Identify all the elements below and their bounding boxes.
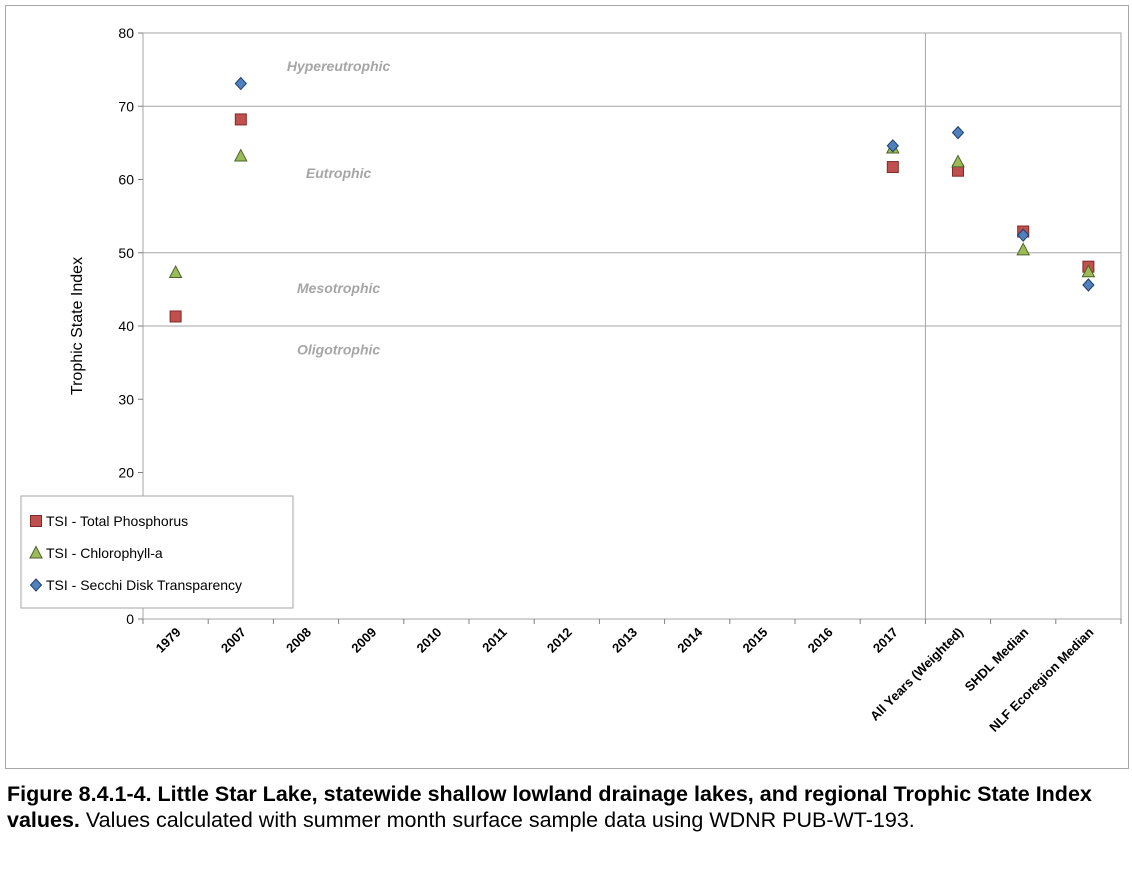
legend-marker-triangle [29, 545, 43, 559]
point-square [169, 310, 182, 323]
point-triangle [233, 148, 248, 162]
y-tick-label: 0 [126, 611, 134, 627]
legend-label: TSI - Chlorophyll-a [46, 545, 163, 561]
caption-text: Values calculated with summer month surf… [79, 808, 915, 832]
legend-label: TSI - Secchi Disk Transparency [46, 577, 242, 593]
x-tick-label: 2007 [218, 625, 249, 656]
zone-label-oligotrophic: Oligotrophic [297, 341, 380, 357]
x-tick-label: 2009 [348, 625, 379, 656]
zone-label-eutrophic: Eutrophic [306, 165, 372, 181]
y-tick-label: 60 [118, 172, 134, 188]
point-diamond [951, 125, 965, 140]
y-tick-label: 40 [118, 318, 134, 334]
x-tick-label: 2016 [805, 625, 836, 656]
legend-marker-diamond [29, 578, 43, 592]
x-tick-label: 1979 [153, 625, 184, 656]
zone-label-hypereutrophic: Hypereutrophic [287, 58, 391, 74]
caption-title: Figure 8.4.1-4. Little Star Lake, statew… [7, 782, 1092, 832]
chart-frame: Hypereutrophic Eutrophic Mesotrophic Oligot… [5, 5, 1129, 769]
point-diamond [1082, 278, 1095, 292]
y-axis-title: Trophic State Index [69, 257, 86, 395]
y-tick-label: 80 [118, 25, 134, 41]
point-square [886, 161, 899, 174]
tsi-chart: Hypereutrophic Eutrophic Mesotrophic Oligot… [20, 25, 1122, 735]
point-diamond [886, 139, 899, 153]
x-tick-label: 2013 [609, 625, 640, 656]
legend-marker-square [30, 515, 42, 527]
y-tick-label: 50 [118, 245, 134, 261]
point-triangle [951, 154, 965, 168]
zone-label-mesotrophic: Mesotrophic [297, 280, 380, 296]
x-tick-label: 2017 [870, 625, 901, 656]
x-tick-label: 2014 [674, 624, 706, 656]
point-triangle [1081, 264, 1096, 278]
legend-box [20, 495, 294, 609]
point-triangle [1016, 242, 1031, 256]
legend-label: TSI - Total Phosphorus [46, 513, 188, 529]
x-tick-label: 2011 [479, 625, 510, 656]
x-tick-label: 2008 [283, 625, 314, 656]
figure-caption: Figure 8.4.1-4. Little Star Lake, statew… [7, 781, 1127, 833]
x-tick-label: 2012 [544, 625, 575, 656]
x-tick-label: SHDL Median [962, 624, 1032, 694]
y-tick-label: 30 [118, 391, 134, 407]
y-tick-label: 70 [118, 98, 134, 114]
point-square [234, 113, 247, 126]
x-tick-label: 2015 [739, 625, 770, 656]
point-diamond [1017, 228, 1030, 242]
y-tick-label: 20 [118, 465, 134, 481]
point-diamond [234, 76, 247, 91]
x-tick-label: 2010 [413, 625, 444, 656]
point-triangle [168, 264, 183, 279]
